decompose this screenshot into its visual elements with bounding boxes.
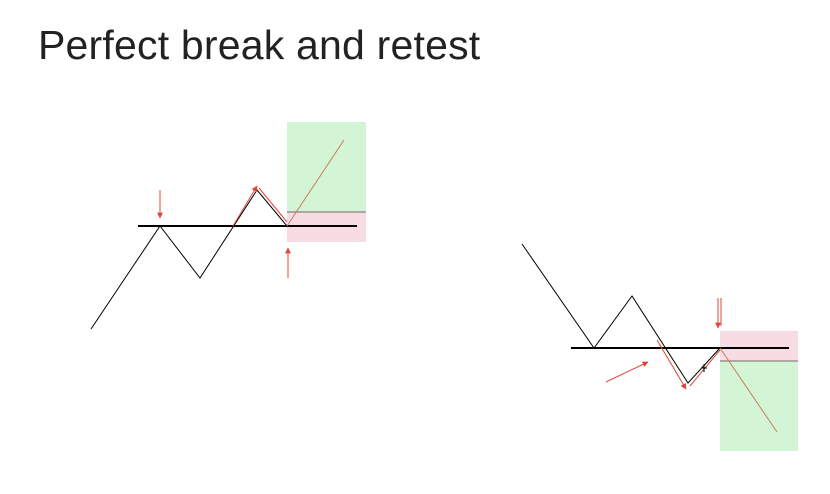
- price-path-line: [90, 189, 288, 330]
- cursor-cross-icon: [701, 364, 707, 372]
- slide-title: Perfect break and retest: [38, 22, 481, 68]
- price-path-line: [521, 243, 721, 384]
- projected-move-line: [719, 347, 778, 433]
- projected-move-line: [286, 139, 345, 227]
- bullish-break-retest-diagram: [90, 122, 366, 330]
- approach-arrow: [605, 361, 649, 383]
- bearish-break-retest-diagram: [521, 243, 798, 451]
- stop-loss-zone: [720, 331, 798, 361]
- breakdown-arrow: [656, 339, 687, 390]
- retest-arrow: [258, 187, 288, 223]
- breakout-arrow: [232, 185, 258, 227]
